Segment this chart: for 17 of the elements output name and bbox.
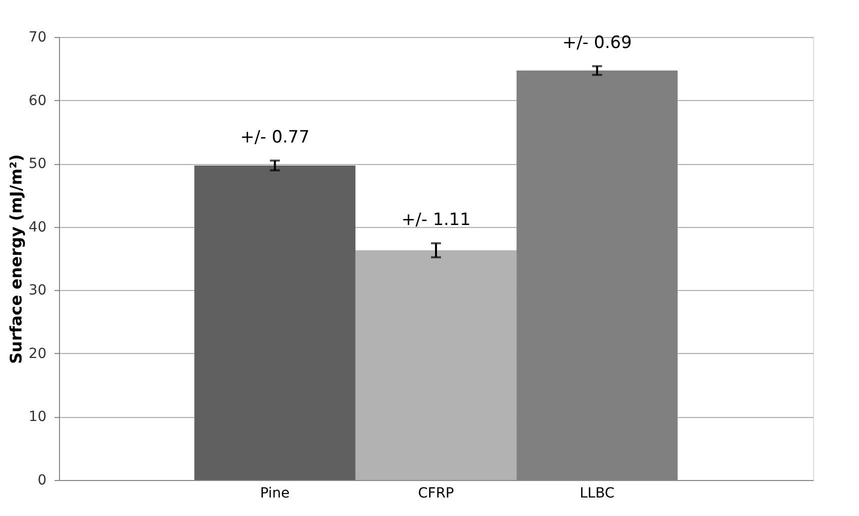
y-tick-label: 70: [28, 30, 46, 46]
y-tick-label: 10: [28, 409, 46, 426]
y-tick-label: 0: [38, 472, 46, 488]
y-axis-title: Surface energy (mJ/m²): [6, 154, 26, 364]
y-tick-label: 60: [28, 92, 46, 109]
y-tick-label: 50: [28, 156, 46, 172]
y-tick-label: 30: [28, 282, 46, 299]
x-tick-label: LLBC: [580, 486, 615, 502]
y-tick-label: 20: [28, 346, 46, 362]
x-tick-label: Pine: [260, 486, 290, 502]
annotation: +/- 0.77: [240, 128, 310, 148]
annotation: +/- 0.69: [562, 33, 632, 54]
annotation: +/- 1.11: [401, 210, 471, 230]
bar: [355, 250, 517, 480]
y-tick-label: 40: [28, 219, 46, 236]
x-tick-label: CFRP: [418, 486, 454, 502]
bar: [194, 165, 356, 480]
